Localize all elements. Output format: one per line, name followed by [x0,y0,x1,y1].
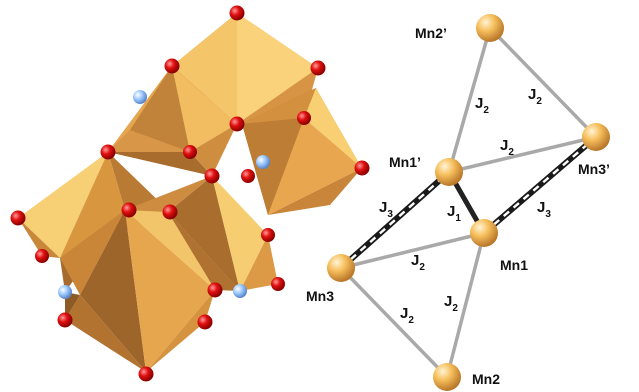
label-mn1p: Mn1’ [389,154,421,170]
mn2-atom [433,363,461,391]
j3-bonds [338,134,599,271]
oxygen-atom [207,282,223,298]
oxygen-atom [164,58,180,74]
oxygen-atoms [10,5,370,382]
label-j3: J3 [537,199,551,220]
oxygen-atom [204,168,220,184]
oxygen-atom [57,312,73,328]
mn1p-atom [435,158,463,186]
oxygen-atom [35,249,49,263]
bond-mn1-mn2 [445,231,486,379]
exchange-diagram: Mn2’ Mn3’ Mn1’ Mn1 Mn3 Mn2 J2 J2 J2 J3 J… [306,14,610,391]
label-j2: J2 [444,293,458,314]
octahedron-bottom [60,210,215,372]
oxygen-atom [100,144,116,160]
label-j1: J1 [447,203,461,224]
bond-mn3-mn1 [339,231,486,270]
label-mn3: Mn3 [306,288,334,304]
oxygen-atom [354,160,370,176]
oxygen-atom [297,111,311,125]
mn3p-atom [582,123,610,151]
oxygen-atom [241,169,255,183]
mn-atoms [327,14,610,391]
oxygen-atom [197,314,213,330]
light-atoms [58,90,270,299]
label-mn2: Mn2 [472,371,500,387]
j2-bonds [339,26,598,379]
bond-mn2p-mn1p [447,26,492,174]
light-atom [256,155,270,169]
bond-mn3-mn2 [339,266,449,379]
oxygen-atom [121,202,137,218]
label-mn3p: Mn3’ [578,161,610,177]
mn2p-atom [476,14,504,42]
light-atom [233,284,247,298]
oxygen-atom [310,60,326,76]
oxygen-atom [229,5,245,21]
octahedron-center [108,66,237,176]
light-atom [58,285,72,299]
label-j2: J2 [500,137,514,158]
oxygen-atom [183,145,197,159]
label-j2: J2 [528,86,542,107]
exchange-labels: J2 J2 J2 J3 J1 J3 J2 J2 J2 [379,86,551,326]
light-atom [133,90,147,104]
oxygen-atom [162,204,178,220]
label-j2: J2 [475,95,489,116]
label-j3: J3 [379,199,393,220]
octahedron-right [242,88,362,215]
label-j2: J2 [411,252,425,273]
label-mn1: Mn1 [500,257,528,273]
oxygen-atom [271,277,285,291]
mn3-atom [327,254,355,282]
oxygen-atom [10,210,26,226]
mn1-atom [470,219,498,247]
oxygen-atom [229,116,245,132]
polyhedra-structure [10,5,370,382]
atom-labels: Mn2’ Mn3’ Mn1’ Mn1 Mn3 Mn2 [306,25,610,387]
oxygen-atom [261,228,275,242]
label-mn2p: Mn2’ [415,25,447,41]
bond-mn1p-mn3p [447,135,598,174]
oxygen-atom [138,366,154,382]
bond-mn2p-mn3p [488,26,598,139]
label-j2: J2 [400,305,414,326]
